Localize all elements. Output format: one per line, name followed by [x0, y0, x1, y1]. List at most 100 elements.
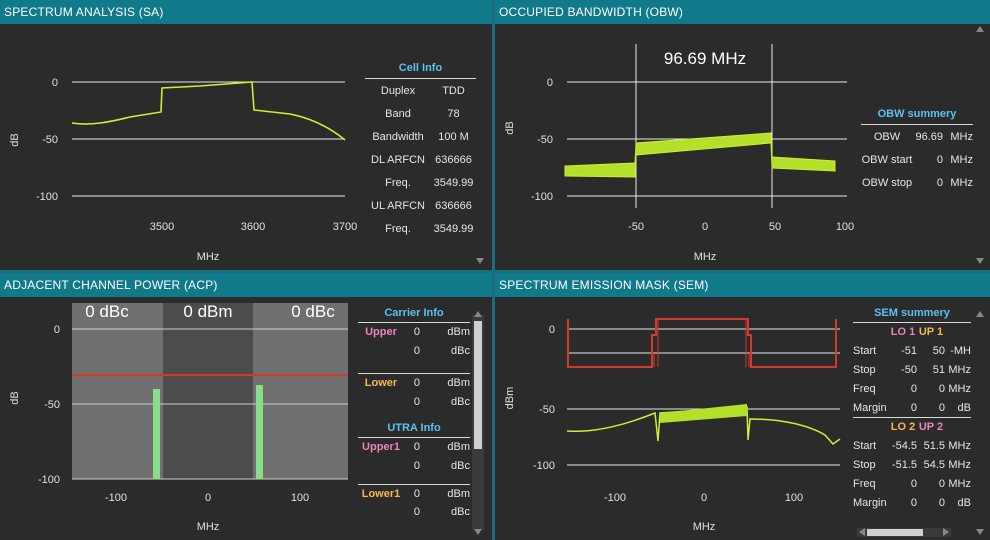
sem-hscroll-thumb[interactable] — [867, 529, 923, 536]
obw-ytick-0: 0 — [547, 77, 553, 89]
utra-upper1-row2: 0 dBc — [358, 456, 470, 476]
sem-row: Freq 0 0 MHz — [853, 379, 971, 398]
sem-row-unit: -MH — [950, 344, 971, 357]
acp-upper-bar — [256, 385, 263, 479]
obw-summary-value: 96.69 — [915, 130, 943, 143]
carrier-lower-value: 0 — [413, 377, 420, 389]
sem-up2-label: UP 2 — [918, 421, 944, 433]
cell-info-value: 3549.99 — [433, 176, 474, 189]
sem-hscroll-arrows[interactable] — [495, 273, 990, 540]
carrier-lower-label: Lower — [364, 377, 398, 389]
utra-lower1-label: Lower1 — [361, 488, 401, 500]
sem-row-up: 0 — [938, 477, 945, 490]
sem-row-label: Freq — [853, 382, 876, 395]
obw-summary-row: OBW start 0 MHz — [861, 148, 973, 171]
acp-scroll-arrows[interactable] — [0, 273, 492, 540]
sem-row-label: Stop — [853, 458, 876, 471]
sem-up1-label: UP 1 — [918, 326, 944, 338]
cell-info-title: Cell Info — [365, 60, 476, 79]
acp-center-readout: 0 dBm — [183, 302, 232, 321]
sa-plot: 0 -50 -100 dB 3500 3600 3700 MHz — [9, 77, 357, 263]
sem-ytick-0: 0 — [549, 324, 555, 336]
acp-lower-bar — [153, 389, 160, 479]
sem-row-unit: dB — [957, 401, 971, 414]
cell-info-label: Freq. — [385, 222, 411, 235]
cell-info-label: Duplex — [380, 84, 416, 97]
obw-x-label: MHz — [694, 251, 717, 263]
sem-row-up: 51 — [932, 363, 945, 376]
acp-xtick-1: 0 — [205, 492, 211, 504]
obw-plot: 96.69 MHz 0 -50 -100 dB -50 0 50 100 MHz — [504, 44, 854, 263]
cell-info-label: Freq. — [385, 176, 411, 189]
carrier-upper-value2: 0 — [413, 345, 420, 357]
sem-row-lo: 0 — [910, 382, 917, 395]
obw-scroll-arrows[interactable] — [495, 0, 990, 270]
sa-xtick-0: 3500 — [150, 221, 174, 233]
sem-row-up: 50 — [932, 344, 945, 357]
carrier-upper-unit: dBm — [447, 326, 470, 338]
sem-row-up: 0 — [938, 496, 945, 509]
obw-summary-row: OBW 96.69 MHz — [861, 125, 973, 148]
sem-row-label: Margin — [853, 401, 887, 414]
sem-plot: 0 -50 -100 dBm -100 0 100 MHz — [504, 318, 841, 533]
sem-x-label: MHz — [693, 521, 716, 533]
sa-panel: SPECTRUM ANALYSIS (SA) 0 -50 -100 dB 350… — [0, 0, 492, 270]
sem-row-up: 0 — [938, 401, 945, 414]
cell-info-label: UL ARFCN — [371, 199, 425, 212]
acp-panel: ADJACENT CHANNEL POWER (ACP) 0 dBc 0 dBm… — [0, 273, 492, 540]
sem-panel: SPECTRUM EMISSION MASK (SEM) 0 -50 -100 … — [495, 273, 990, 540]
cell-info-row: Bandwidth 100 M — [365, 125, 476, 148]
sem-row-unit: dB — [957, 496, 971, 509]
obw-summary-unit: MHz — [950, 176, 973, 189]
cell-info-row: Freq. 3549.99 — [365, 217, 476, 240]
acp-xtick-0: -100 — [105, 492, 127, 504]
sem-row-label: Start — [853, 439, 877, 452]
obw-xtick-3: 100 — [836, 221, 854, 233]
sa-ytick-1: -50 — [42, 134, 58, 146]
cell-info-value: 100 M — [438, 130, 469, 143]
sem-trace-band — [660, 404, 747, 423]
sem-row-unit: MHz — [948, 363, 971, 376]
cell-info-value: 78 — [447, 107, 460, 120]
sem-row-lo: 0 — [910, 477, 917, 490]
obw-panel-title: OCCUPIED BANDWIDTH (OBW) — [495, 0, 990, 24]
obw-ytick-2: -100 — [531, 191, 553, 203]
acp-panel-title: ADJACENT CHANNEL POWER (ACP) — [0, 273, 492, 297]
sem-row: Start -54.5 51.5 MHz — [853, 436, 971, 455]
carrier-lower-row2: 0 dBc — [358, 392, 470, 412]
cell-info-value: 3549.99 — [433, 222, 474, 235]
cell-info-row: Freq. 3549.99 — [365, 171, 476, 194]
sem-summary-title: SEM summery — [853, 307, 971, 323]
sem-row: Stop -51.5 54.5 MHz — [853, 455, 971, 474]
sa-trace — [71, 81, 346, 141]
utra-upper1-value: 0 — [413, 441, 420, 453]
sem-y-label: dBm — [504, 387, 516, 410]
utra-upper1-value2: 0 — [413, 460, 420, 472]
carrier-lower-row: Lower 0 dBm — [358, 374, 470, 392]
sem-row-up: 54.5 — [923, 458, 945, 471]
obw-trace — [564, 132, 836, 178]
acp-left-readout: 0 dBc — [85, 302, 129, 321]
utra-lower1-value2: 0 — [413, 506, 420, 518]
sem-row-lo: 0 — [910, 401, 917, 414]
sa-scroll-arrow[interactable] — [0, 0, 492, 270]
sem-lo2-label: LO 2 — [890, 421, 916, 433]
carrier-info-title: Carrier Info — [358, 307, 470, 323]
cell-info-label: Bandwidth — [372, 130, 424, 143]
obw-summary-table: OBW summery OBW 96.69 MHz OBW start 0 MHz OB… — [861, 106, 973, 194]
sem-row-up: 51.5 — [923, 439, 945, 452]
obw-summary-value: 0 — [936, 176, 943, 189]
carrier-upper-row2: 0 dBc — [358, 341, 470, 361]
sa-xtick-1: 3600 — [241, 221, 265, 233]
sem-row-label: Stop — [853, 363, 876, 376]
obw-panel: OCCUPIED BANDWIDTH (OBW) 96.69 MHz 0 -50… — [495, 0, 990, 270]
sem-row-lo: -50 — [901, 363, 917, 376]
sem-row: Margin 0 0 dB — [853, 493, 971, 512]
acp-xtick-2: 100 — [291, 492, 309, 504]
acp-ytick-2: -100 — [38, 474, 60, 486]
cell-info-row: Band 78 — [365, 102, 476, 125]
acp-scroll-thumb[interactable] — [474, 321, 482, 449]
obw-summary-label: OBW start — [861, 153, 913, 166]
obw-summary-title: OBW summery — [861, 106, 973, 125]
obw-summary-unit: MHz — [950, 153, 973, 166]
